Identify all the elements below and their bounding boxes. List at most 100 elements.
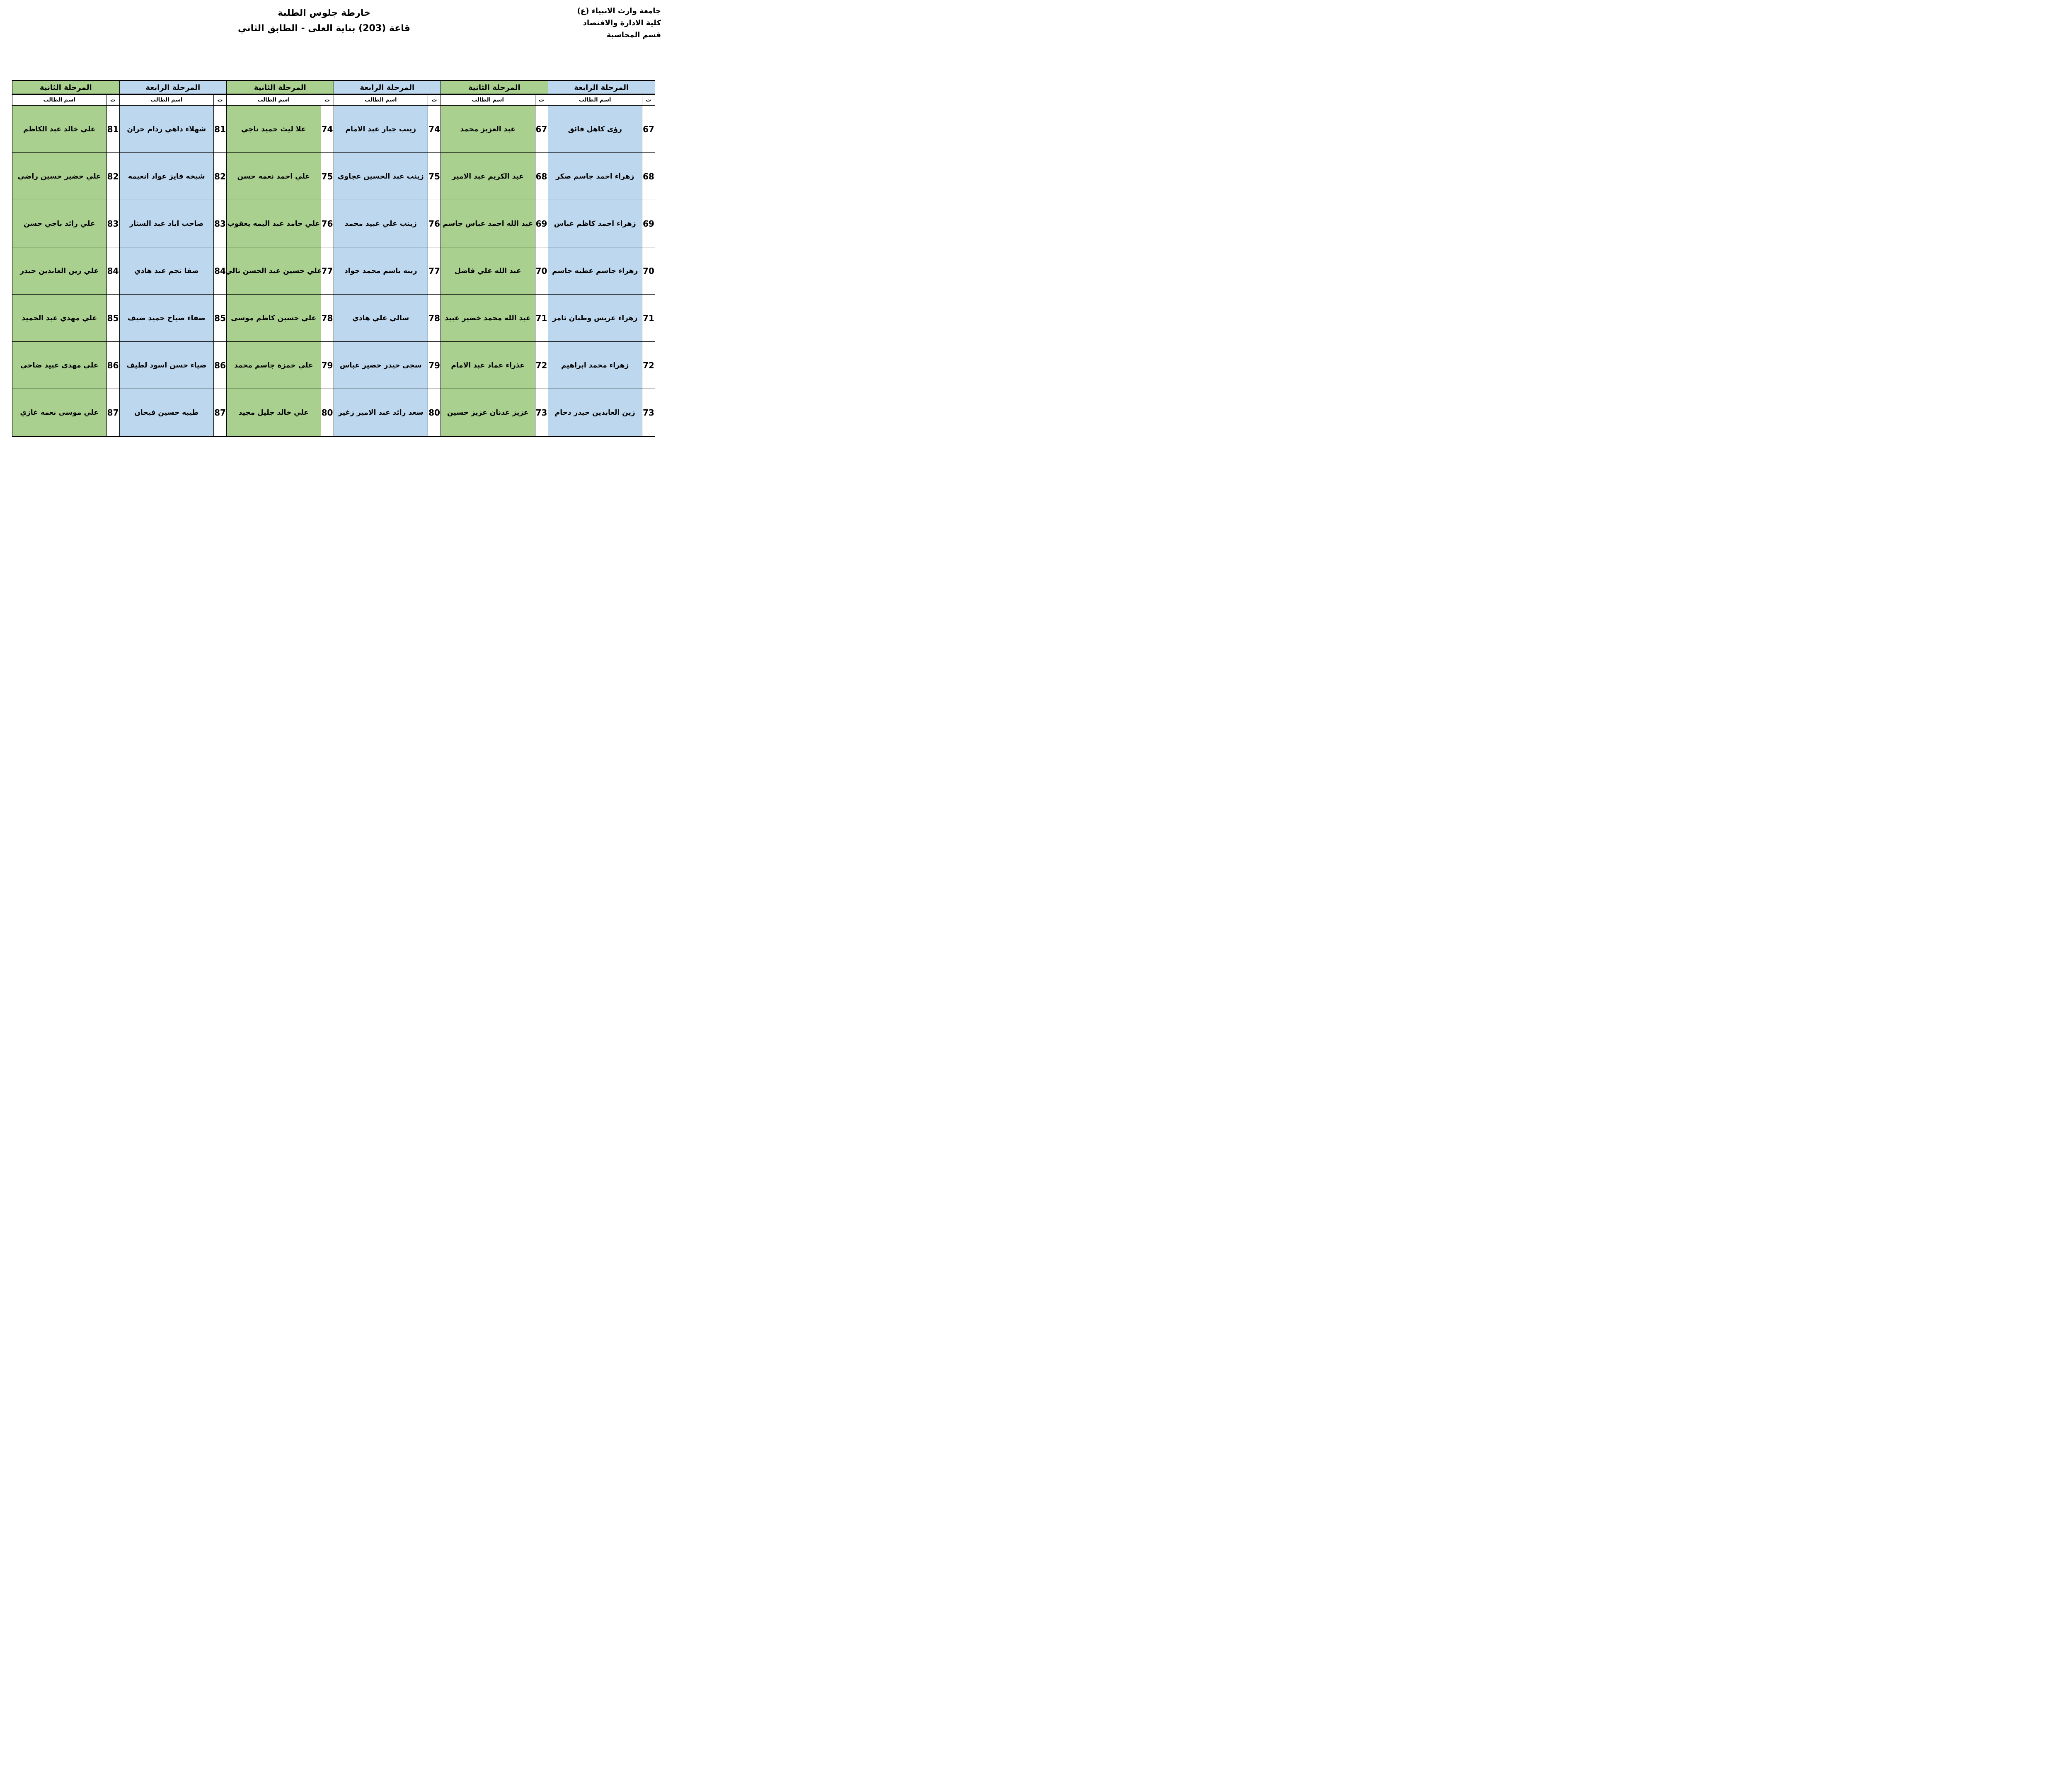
stage-header: المرحلة الرابعة [334, 81, 441, 95]
student-name-cell: عزيز عدنان عزيز حسين [441, 389, 535, 436]
student-name-cell: طيبه حسين فيحان [119, 389, 213, 436]
serial-header-cell: ت [320, 95, 334, 105]
student-name-cell: زهراء محمد ابراهيم [548, 342, 642, 389]
serial-cell: 81 [106, 106, 119, 152]
stage-header: المرحلة الرابعة [548, 81, 655, 95]
student-name-cell: علي خضير حسين راضي [12, 153, 107, 200]
university-name: جامعة وارث الانبياء (ع) [577, 7, 661, 15]
serial-cell: 86 [106, 342, 119, 389]
serial-cell: 77 [320, 247, 334, 294]
student-name-cell: عبد الله علي فاضل [441, 247, 535, 294]
student-name-cell: عبد العزيز محمد [441, 106, 535, 152]
serial-cell: 72 [642, 342, 655, 389]
student-row: 77 زينه باسم محمد جواد [334, 247, 441, 295]
subheader-row: ت اسم الطالب [227, 95, 334, 106]
serial-cell: 84 [106, 247, 119, 294]
student-name-cell: علا ليث حميد ناجي [227, 106, 321, 152]
student-name-cell: علي موسى نعمه غازي [12, 389, 107, 436]
student-row: 71 عبد الله محمد خضير عبيد [441, 295, 548, 342]
name-header-cell: اسم الطالب [227, 95, 321, 105]
student-row: 70 زهراء جاسم عطيه جاسم [548, 247, 655, 295]
student-name-cell: علي حسين عبد الحسن تالي [225, 247, 322, 294]
student-name-cell: زينب علي عبيد محمد [334, 200, 428, 247]
student-name-cell: عذراء عماد عبد الامام [441, 342, 535, 389]
student-name-cell: شهلاء داهي ردام حران [119, 106, 213, 152]
stage-header: المرحلة الثانية [227, 81, 334, 95]
stage-header: المرحلة الثانية [441, 81, 548, 95]
serial-cell: 79 [428, 342, 441, 389]
serial-header-cell: ت [535, 95, 548, 105]
serial-cell: 83 [213, 200, 226, 247]
student-name-cell: صفا نجم عبد هادي [119, 247, 213, 294]
student-row: 67 عبد العزيز محمد [441, 106, 548, 153]
student-row: 81 علي خالد عبد الكاظم [12, 106, 119, 153]
serial-cell: 70 [535, 247, 548, 294]
student-row: 85 علي مهدي عبد الحميد [12, 295, 119, 342]
serial-cell: 87 [106, 389, 119, 436]
student-name-cell: زين العابدين حيدر دحام [548, 389, 642, 436]
student-row: 74 زينب جبار عبد الامام [334, 106, 441, 153]
stage-header: المرحلة الثانية [12, 81, 119, 95]
serial-cell: 80 [320, 389, 334, 436]
student-row: 83 علي رائد باجي حسن [12, 200, 119, 247]
serial-cell: 86 [213, 342, 226, 389]
serial-cell: 77 [428, 247, 441, 294]
student-name-cell: علي خالد عبد الكاظم [12, 106, 107, 152]
department-name: قسم المحاسبة [606, 31, 661, 39]
stage-section: المرحلة الرابعة ت اسم الطالب 67 رؤى كاهل… [548, 81, 655, 436]
student-name-cell: صفاء صباح حميد ضيف [119, 295, 213, 341]
student-row: 73 زين العابدين حيدر دحام [548, 389, 655, 436]
student-row: 72 زهراء محمد ابراهيم [548, 342, 655, 389]
student-name-cell: زهراء احمد جاسم صكر [548, 153, 642, 200]
student-row: 67 رؤى كاهل فائق [548, 106, 655, 153]
student-row: 84 علي زين العابدين حيدر [12, 247, 119, 295]
name-header-cell: اسم الطالب [548, 95, 642, 105]
name-header-cell: اسم الطالب [119, 95, 213, 105]
serial-cell: 84 [213, 247, 226, 294]
name-header-cell: اسم الطالب [12, 95, 107, 105]
student-row: 74 علا ليث حميد ناجي [227, 106, 334, 153]
serial-cell: 87 [213, 389, 226, 436]
student-row: 68 زهراء احمد جاسم صكر [548, 153, 655, 200]
subheader-row: ت اسم الطالب [548, 95, 655, 106]
serial-cell: 67 [642, 106, 655, 152]
serial-header-cell: ت [106, 95, 119, 105]
room-location-subtitle: قاعة (203) بناية العلى - الطابق الثاني [238, 23, 410, 34]
student-name-cell: علي زين العابدين حيدر [12, 247, 107, 294]
serial-cell: 74 [428, 106, 441, 152]
serial-cell: 73 [535, 389, 548, 436]
student-row: 78 علي حسين كاظم موسى [227, 295, 334, 342]
stage-section: المرحلة الثانية ت اسم الطالب 74 علا ليث … [225, 81, 334, 436]
serial-cell: 78 [428, 295, 441, 341]
student-name-cell: زهراء عريس وطبان ثامر [548, 295, 642, 341]
student-name-cell: علي حسين كاظم موسى [227, 295, 321, 341]
serial-cell: 72 [535, 342, 548, 389]
student-row: 81 شهلاء داهي ردام حران [119, 106, 226, 153]
serial-cell: 74 [320, 106, 334, 152]
student-row: 79 سجى حيدر خضير عباس [334, 342, 441, 389]
student-row: 69 عبد الله احمد عباس جاسم [441, 200, 548, 247]
student-name-cell: ضياء حسن اسود لطيف [119, 342, 213, 389]
student-row: 85 صفاء صباح حميد ضيف [119, 295, 226, 342]
stage-section: المرحلة الثانية ت اسم الطالب 67 عبد العز… [441, 81, 548, 436]
student-row: 76 زينب علي عبيد محمد [334, 200, 441, 247]
student-row: 86 ضياء حسن اسود لطيف [119, 342, 226, 389]
serial-cell: 83 [106, 200, 119, 247]
student-name-cell: رؤى كاهل فائق [548, 106, 642, 152]
stage-section: المرحلة الرابعة ت اسم الطالب 74 زينب جبا… [334, 81, 441, 436]
student-name-cell: شيخه فايز عواد انعيمه [119, 153, 213, 200]
student-row: 79 علي حمزة جاسم محمد [227, 342, 334, 389]
student-row: 80 علي خالد جليل مجيد [227, 389, 334, 436]
student-name-cell: علي رائد باجي حسن [12, 200, 107, 247]
serial-cell: 70 [642, 247, 655, 294]
serial-cell: 81 [213, 106, 226, 152]
student-row: 75 زينب عبد الحسين عجاوي [334, 153, 441, 200]
college-name: كلية الادارة والاقتصاد [583, 19, 661, 27]
student-name-cell: علي حمزة جاسم محمد [227, 342, 321, 389]
serial-cell: 71 [642, 295, 655, 341]
serial-header-cell: ت [428, 95, 441, 105]
student-name-cell: سالي علي هادي [334, 295, 428, 341]
student-row: 69 زهراء احمد كاظم عباس [548, 200, 655, 247]
student-row: 83 صاحب اياد عبد الستار [119, 200, 226, 247]
stage-section: المرحلة الرابعة ت اسم الطالب 81 شهلاء دا… [119, 81, 227, 436]
